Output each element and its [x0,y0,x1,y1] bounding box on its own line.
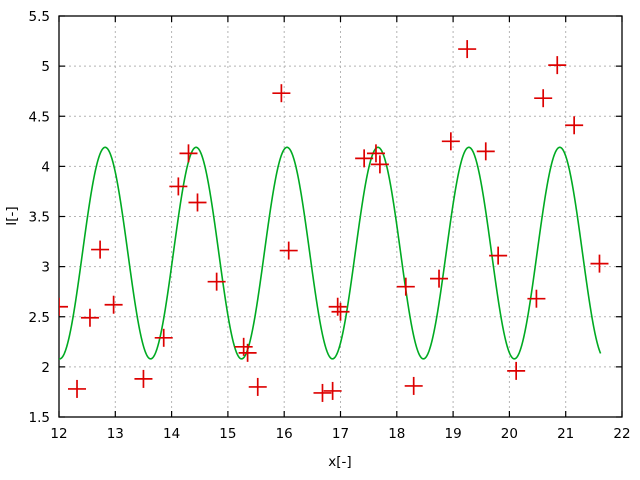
data-point-marker [396,277,415,296]
data-point-marker [91,240,110,259]
x-tick-label: 21 [557,426,574,442]
data-point-marker [134,369,153,388]
data-point-marker [68,379,87,398]
y-tick-label: 4.5 [29,109,50,125]
x-tick-label: 19 [445,426,462,442]
x-axis-title: x[-] [328,454,351,470]
y-tick-label: 2 [41,360,50,376]
y-tick-label: 2.5 [29,310,50,326]
data-point-marker [489,246,508,265]
y-tick-label: 5 [41,59,50,75]
data-point-marker [565,116,584,135]
axis-tick-labels: 1.5 2 2.5 3 3.5 4 4.5 5 5.5 12 13 14 15 16 17 18 19 20 21 2… [29,9,631,442]
data-point-marker [370,155,389,174]
data-points [59,40,609,402]
data-point-marker [328,297,347,316]
data-point-marker [590,254,609,273]
data-point-marker [154,328,173,347]
data-point-marker [404,376,423,395]
y-tick-label: 1.5 [29,410,50,426]
data-point-marker [366,144,385,163]
x-tick-label: 17 [332,426,349,442]
y-axis-title: I[-] [4,206,20,225]
data-point-marker [207,272,226,291]
data-point-marker [548,56,567,75]
data-point-marker [272,84,291,103]
data-point-marker [355,149,374,168]
data-point-marker [248,377,267,396]
y-tick-label: 3.5 [29,210,50,226]
data-point-marker [323,381,342,400]
y-tick-label: 4 [41,159,50,175]
data-point-marker [476,142,495,161]
x-tick-label: 15 [219,426,236,442]
x-tick-label: 22 [613,426,630,442]
data-point-marker [279,241,298,260]
axis-ticks [58,15,623,418]
data-point-marker [534,89,553,108]
x-tick-label: 16 [276,426,293,442]
x-tick-label: 13 [107,426,124,442]
y-tick-label: 3 [41,260,50,276]
x-tick-label: 14 [163,426,180,442]
curve-path [58,146,602,360]
data-point-marker [179,144,198,163]
data-point-marker [441,132,460,151]
x-tick-label: 20 [501,426,518,442]
data-point-marker [238,343,257,362]
data-point-marker [104,295,123,314]
y-tick-label: 5.5 [29,9,50,25]
data-point-marker [331,302,350,321]
data-point-marker [80,308,99,327]
data-point-marker [59,297,68,316]
data-point-marker [458,40,477,59]
data-point-marker [527,289,546,308]
data-point-marker [313,383,332,402]
x-tick-label: 12 [50,426,67,442]
model-curve [58,146,602,360]
data-point-marker [507,361,526,380]
data-point-marker [188,193,207,212]
data-point-marker [169,177,188,196]
x-tick-label: 18 [388,426,405,442]
data-point-marker [430,269,449,288]
